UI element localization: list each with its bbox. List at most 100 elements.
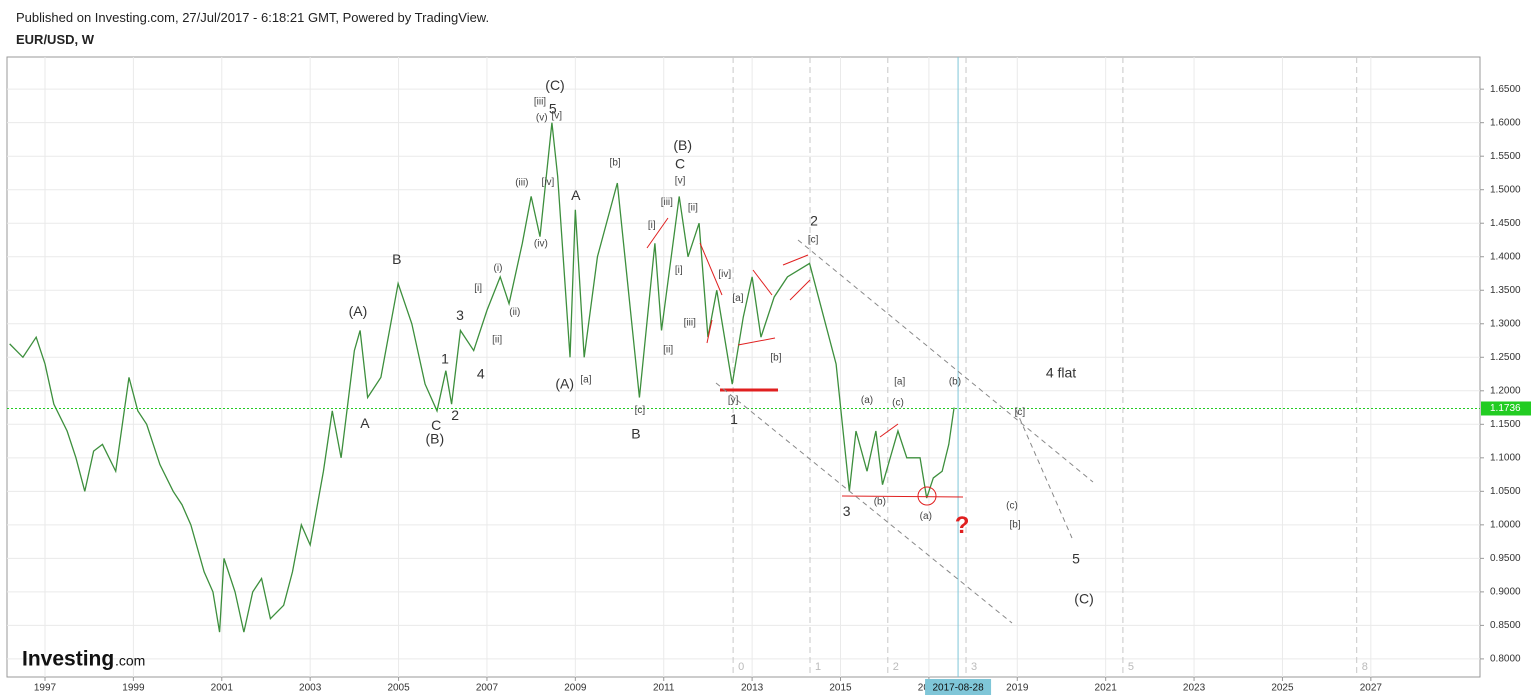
x-tick-label: 2023 xyxy=(1183,683,1206,694)
wave-label: B xyxy=(631,426,640,442)
wave-label: 4 xyxy=(477,365,485,381)
wave-label: (v) xyxy=(536,113,548,124)
wave-line xyxy=(789,279,811,301)
wave-label: [b] xyxy=(610,158,621,169)
wave-label: 3 xyxy=(843,503,851,519)
wave-label: [c] xyxy=(1015,407,1026,418)
y-tick-label: 1.1000 xyxy=(1490,452,1521,463)
y-tick-label: 1.6000 xyxy=(1490,117,1521,128)
series xyxy=(7,57,1480,677)
wave-label: 3 xyxy=(456,307,464,323)
wave-label: 5 xyxy=(1072,550,1080,566)
x-tick-label: 2025 xyxy=(1271,683,1294,694)
wave-label: [i] xyxy=(474,283,482,294)
y-tick-label: 0.8500 xyxy=(1490,620,1521,631)
wave-label: (iii) xyxy=(515,178,528,189)
plot-frame xyxy=(6,56,1481,678)
wave-label: (A) xyxy=(349,303,368,319)
y-tick-label: 1.5500 xyxy=(1490,151,1521,162)
wave-label: [y] xyxy=(728,395,739,406)
x-tick-label: 2013 xyxy=(741,683,764,694)
y-tick-label: 1.0000 xyxy=(1490,519,1521,530)
y-tick-label: 1.4000 xyxy=(1490,251,1521,262)
circle-marker xyxy=(917,486,937,506)
wave-label: [i] xyxy=(648,220,656,231)
wave-label: (a) xyxy=(920,511,932,522)
wave-label: [c] xyxy=(635,405,646,416)
wave-label: (a) xyxy=(861,395,873,406)
y-tick-label: 1.3500 xyxy=(1490,285,1521,296)
x-tick-label: 2003 xyxy=(299,683,322,694)
price-line xyxy=(9,122,955,633)
wave-label: [iii] xyxy=(684,318,696,329)
y-tick-label: 1.2500 xyxy=(1490,352,1521,363)
wave-label: (c) xyxy=(1006,501,1018,512)
wave-line xyxy=(752,269,773,296)
wave-label: 2 xyxy=(451,407,459,423)
annotations: (A)ABC(B)1234[i](i)(ii)[ii](iii)(iv)[iv]… xyxy=(349,77,1094,606)
x-tick-label: 2001 xyxy=(211,683,234,694)
crosshair-box xyxy=(925,679,992,695)
x-tick-label: 2005 xyxy=(387,683,410,694)
y-tick-label: 1.4500 xyxy=(1490,218,1521,229)
channel-line xyxy=(797,239,1094,483)
grid xyxy=(7,57,1480,677)
y-tick-label: 1.2000 xyxy=(1490,385,1521,396)
wave-line xyxy=(782,254,809,266)
symbol: EUR/USD, W xyxy=(16,32,94,47)
wave-label: 4 flat xyxy=(1046,365,1076,381)
wave-label: [a] xyxy=(732,293,743,304)
y-tick-label: 1.1500 xyxy=(1490,419,1521,430)
wave-label: [b] xyxy=(1010,519,1021,530)
channel-line xyxy=(715,382,1013,624)
wave-line xyxy=(706,319,713,344)
y-tick-label: 0.9000 xyxy=(1490,587,1521,598)
wave-label: [a] xyxy=(894,377,905,388)
drawings xyxy=(646,217,1094,624)
wave-label: [iv] xyxy=(542,177,555,188)
support-line xyxy=(841,495,964,498)
y-tick-label: 0.9500 xyxy=(1490,553,1521,564)
fib-label: 0 xyxy=(738,661,744,673)
wave-label: 5 xyxy=(549,101,557,117)
wave-label: (c) xyxy=(892,398,904,409)
wave-label: ? xyxy=(955,512,970,539)
wave-label: 1 xyxy=(441,351,449,367)
wave-label: (A) xyxy=(555,375,574,391)
wave-label: [iii] xyxy=(534,97,546,108)
fib-label: 2 xyxy=(893,661,899,673)
wave-label: [c] xyxy=(808,235,819,246)
wave-label: [a] xyxy=(580,375,591,386)
x-tick-label: 2011 xyxy=(653,683,675,694)
fib-label: 8 xyxy=(1362,661,1368,673)
x-tick-label: 2019 xyxy=(1006,683,1029,694)
x-tick-label: 2009 xyxy=(564,683,587,694)
wave-line xyxy=(646,217,669,249)
fib-label: 3 xyxy=(971,661,977,673)
wave-label: C xyxy=(675,156,685,172)
wave-line xyxy=(737,337,776,346)
x-tick-label: 2027 xyxy=(1360,683,1383,694)
logo-suffix: .com xyxy=(115,653,145,669)
projection-line xyxy=(1015,409,1073,539)
y-tick-label: 1.3000 xyxy=(1490,318,1521,329)
fib-label: 5 xyxy=(1128,661,1134,673)
fib-label: 1 xyxy=(815,661,821,673)
last-price-box xyxy=(1481,401,1531,416)
y-tick-label: 0.8000 xyxy=(1490,654,1521,665)
wave-label: (C) xyxy=(1074,591,1093,607)
wave-line xyxy=(879,423,899,438)
fib-time-zones: 0 1 2 3 5 8 xyxy=(732,57,1368,677)
wave-label: [b] xyxy=(770,353,781,364)
wave-label: [ii] xyxy=(688,202,698,213)
wave-label: (C) xyxy=(545,77,564,93)
wave-label: (ii) xyxy=(509,307,520,318)
logo: Investing xyxy=(22,648,114,671)
axes: 0.8000 0.8500 0.9000 0.9500 1.0000 1.0500 1.10… xyxy=(34,84,1531,695)
wave-label: C xyxy=(431,417,441,433)
wave-label: [iv] xyxy=(718,269,731,280)
wave-label: (B) xyxy=(425,430,444,446)
wave-label: A xyxy=(571,187,581,203)
